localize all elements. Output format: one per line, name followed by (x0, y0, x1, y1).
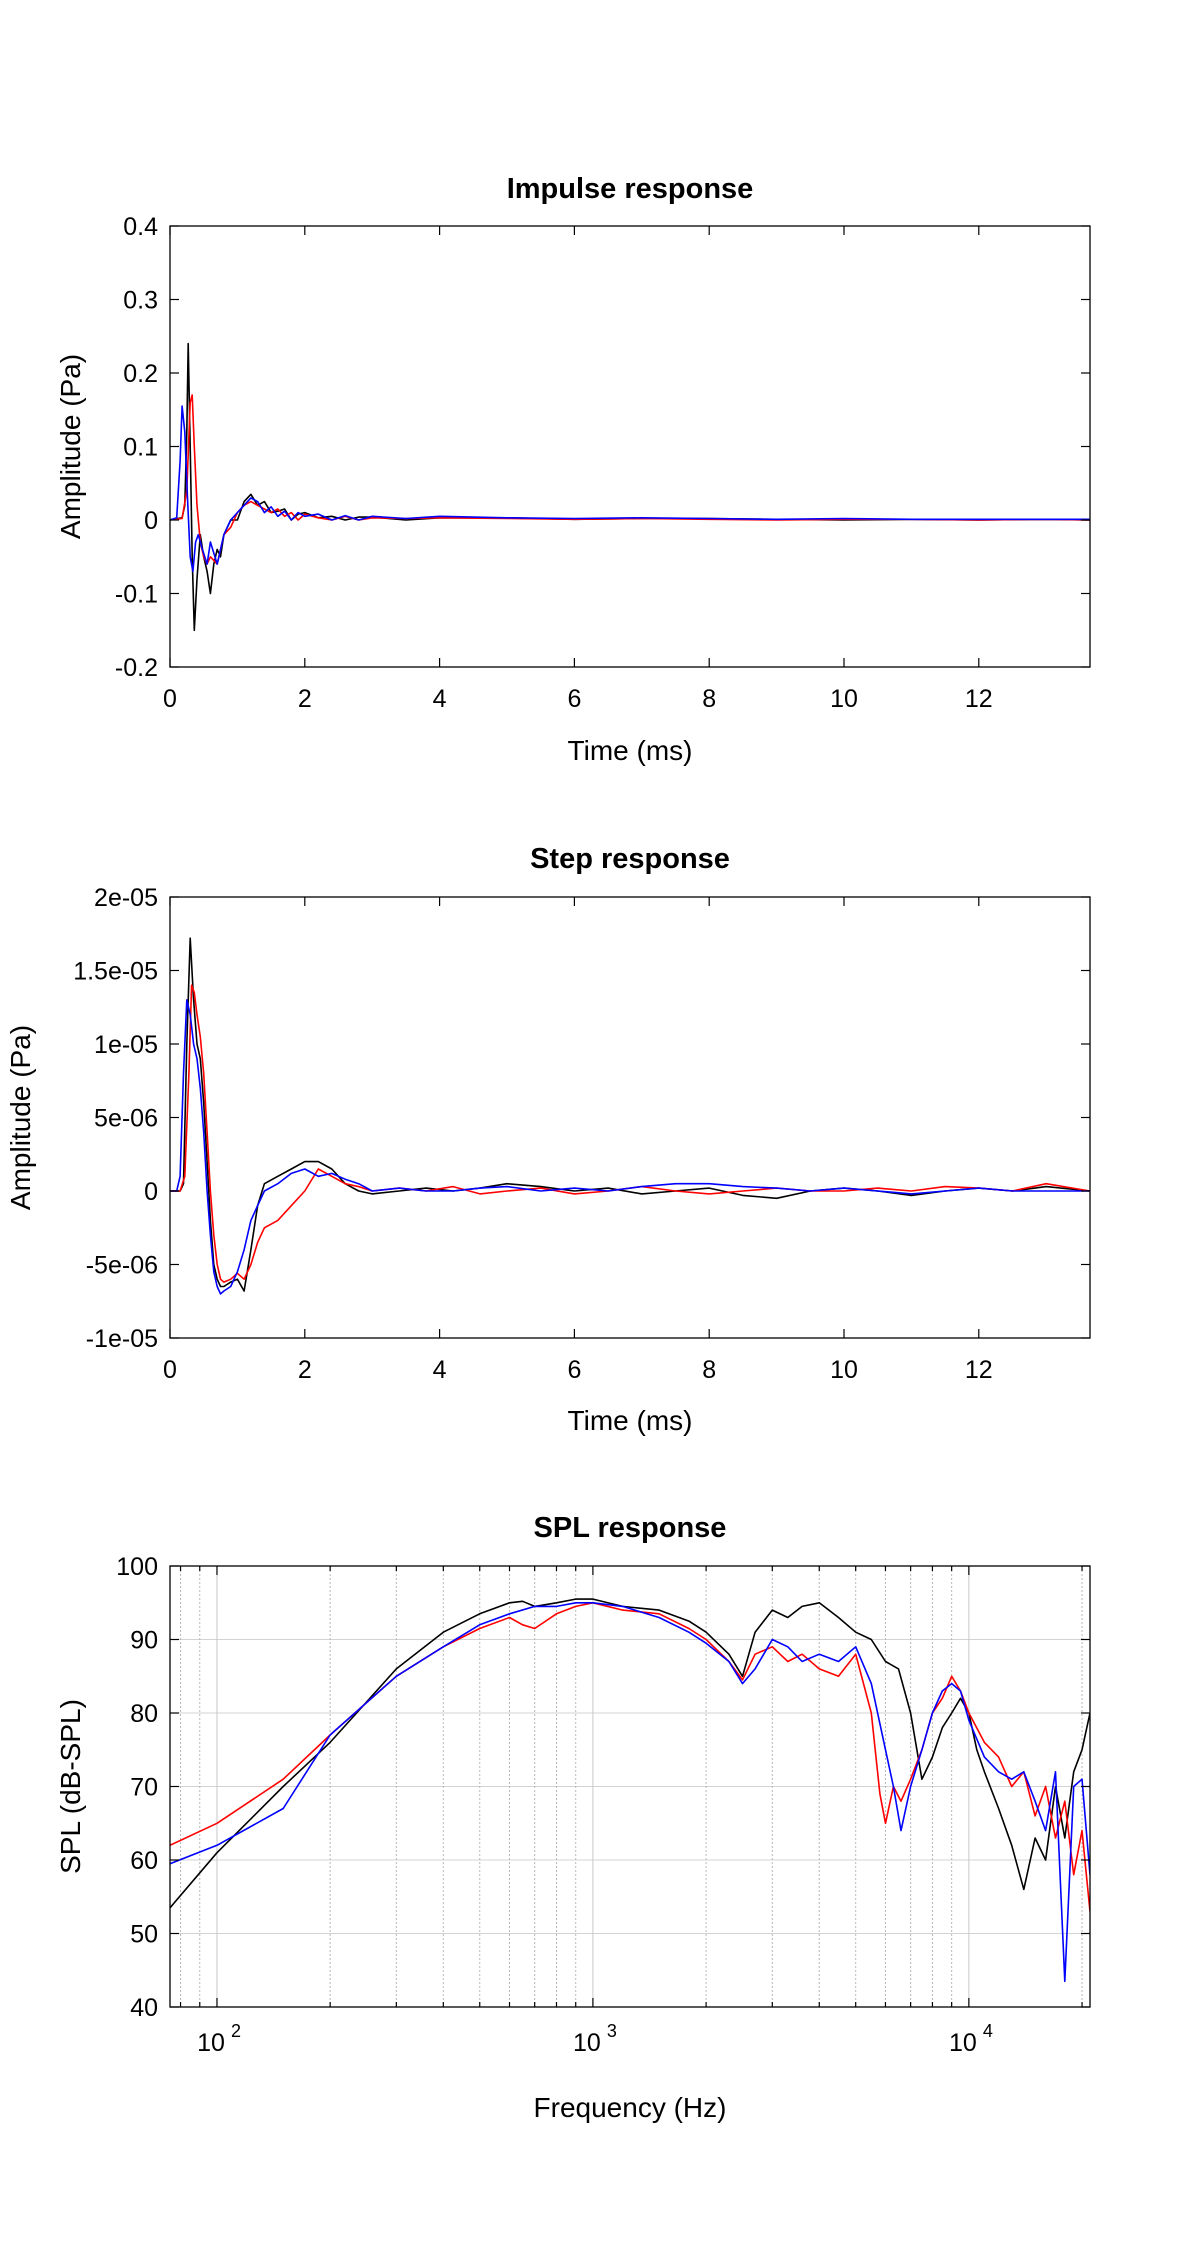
x-tick-label: 2 (298, 1356, 312, 1384)
series-line-3 (170, 999, 1090, 1295)
x-tick-label: 8 (702, 685, 716, 713)
y-tick-label: 0.1 (123, 434, 158, 462)
x-axis-label: Frequency (Hz) (534, 2092, 727, 2123)
x-tick-label: 2 (298, 685, 312, 713)
x-tick-label-exponent: 4 (983, 2021, 993, 2041)
y-tick-label: 70 (130, 1774, 158, 1802)
y-tick-label: 80 (130, 1700, 158, 1728)
x-tick-label-exponent: 3 (607, 2021, 617, 2041)
x-tick-label-exponent: 2 (231, 2021, 241, 2041)
x-tick-label: 6 (567, 685, 581, 713)
series-line-1 (170, 1598, 1090, 1909)
x-tick-label: 10 (830, 685, 858, 713)
x-tick-label: 10 (573, 2029, 601, 2057)
y-tick-label: 5e-06 (94, 1105, 158, 1133)
y-tick-label: 1.5e-05 (73, 958, 158, 986)
y-tick-label: 0.4 (123, 213, 158, 241)
x-axis-label: Time (ms) (568, 1405, 693, 1436)
y-tick-label: -0.1 (115, 581, 158, 609)
y-tick-label: 0 (144, 507, 158, 535)
series-group (170, 342, 1090, 632)
y-tick-label: 90 (130, 1627, 158, 1655)
series-line-3 (170, 405, 1090, 573)
x-tick-label: 4 (433, 685, 447, 713)
x-tick-label: 0 (163, 1356, 177, 1384)
y-tick-label: 1e-05 (94, 1031, 158, 1059)
y-tick-label: 2e-05 (94, 884, 158, 912)
y-axis-label: SPL (dB-SPL) (55, 1699, 86, 1874)
x-tick-label: 0 (163, 685, 177, 713)
chart-panel-3: 40 50 60 70 80 90 100 10 2 10 3 10 4 SPL response Freq… (55, 1512, 1091, 2123)
y-tick-label: 50 (130, 1921, 158, 1949)
y-tick-label: -1e-05 (86, 1325, 158, 1353)
chart-title: SPL response (534, 1512, 727, 1544)
y-tick-label: 40 (130, 1994, 158, 2022)
x-tick-label: 12 (965, 685, 993, 713)
grid-lines (170, 1565, 1090, 2008)
y-tick-label: 0.3 (123, 287, 158, 315)
x-tick-label: 12 (965, 1356, 993, 1384)
x-tick-label: 10 (949, 2029, 977, 2057)
y-tick-label: 100 (116, 1553, 158, 1581)
y-tick-label: -5e-06 (86, 1252, 158, 1280)
series-line-2 (170, 1602, 1090, 1912)
x-tick-label: 8 (702, 1356, 716, 1384)
x-tick-label: 4 (433, 1356, 447, 1384)
chart-title: Step response (530, 843, 730, 875)
y-axis-label: Amplitude (Pa) (5, 1025, 36, 1210)
x-tick-label: 6 (567, 1356, 581, 1384)
y-axis-label: Amplitude (Pa) (55, 354, 86, 539)
x-tick-label: 10 (830, 1356, 858, 1384)
y-tick-label: 0.2 (123, 360, 158, 388)
y-tick-label: 0 (144, 1178, 158, 1206)
series-group (170, 937, 1090, 1295)
chart-panel-1: -0.2 -0.1 0 0.1 0.2 0.3 0.4 0 2 4 6 8 10 12 Impulse re… (55, 173, 1091, 766)
x-tick-label: 10 (197, 2029, 225, 2057)
series-line-3 (170, 1602, 1090, 1983)
y-tick-label: 60 (130, 1847, 158, 1875)
series-line-1 (170, 937, 1090, 1292)
y-tick-label: -0.2 (115, 654, 158, 682)
x-axis-label: Time (ms) (568, 735, 693, 766)
chart-title: Impulse response (507, 173, 754, 205)
series-group (170, 1598, 1090, 1983)
chart-panel-2: -1e-05 -5e-06 0 5e-06 1e-05 1.5e-05 2e-05 0 2 4 6 8… (5, 843, 1091, 1436)
